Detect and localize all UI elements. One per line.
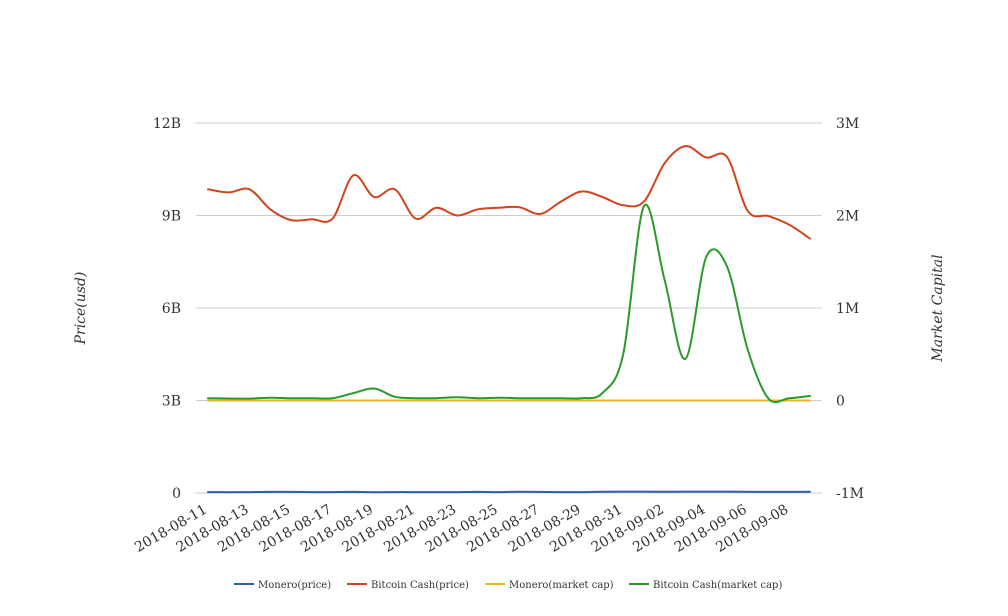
right-axis-title: Market Capital (930, 254, 946, 362)
grid-lines (196, 122, 822, 494)
right-tick-label: -1M (836, 486, 864, 502)
legend-label: Bitcoin Cash(price) (371, 580, 469, 591)
series-line-bitcoin-cash-price (207, 145, 811, 240)
legend-label: Monero(market cap) (509, 580, 614, 591)
series-line-bitcoin-cash-market-cap (207, 203, 811, 404)
legend-label: Monero(price) (258, 580, 331, 591)
left-tick-label: 6B (162, 301, 181, 317)
left-axis-title: Price(usd) (73, 272, 89, 346)
x-axis-ticks: 2018-08-112018-08-132018-08-152018-08-17… (132, 502, 791, 556)
right-tick-label: 0 (836, 394, 845, 410)
left-tick-label: 9B (162, 209, 181, 225)
legend[interactable]: Monero(price) Bitcoin Cash(price) Monero(m… (234, 580, 782, 591)
right-tick-label: 1M (836, 301, 859, 317)
right-tick-label: 2M (836, 209, 859, 225)
right-axis-ticks: -1M 0 1M 2M 3M (836, 116, 864, 502)
series-lines (207, 145, 811, 494)
legend-item[interactable]: Monero(price) (234, 580, 331, 591)
series-line-monero-price (207, 490, 811, 494)
left-tick-label: 3B (162, 394, 181, 410)
left-tick-label: 0 (172, 486, 181, 502)
legend-item[interactable]: Monero(market cap) (485, 580, 614, 591)
left-axis-ticks: 0 3B 6B 9B 12B (153, 116, 181, 502)
legend-item[interactable]: Bitcoin Cash(price) (347, 580, 469, 591)
left-tick-label: 12B (153, 116, 181, 132)
legend-item[interactable]: Bitcoin Cash(market cap) (629, 580, 782, 591)
legend-label: Bitcoin Cash(market cap) (653, 580, 782, 591)
right-tick-label: 3M (836, 116, 859, 132)
